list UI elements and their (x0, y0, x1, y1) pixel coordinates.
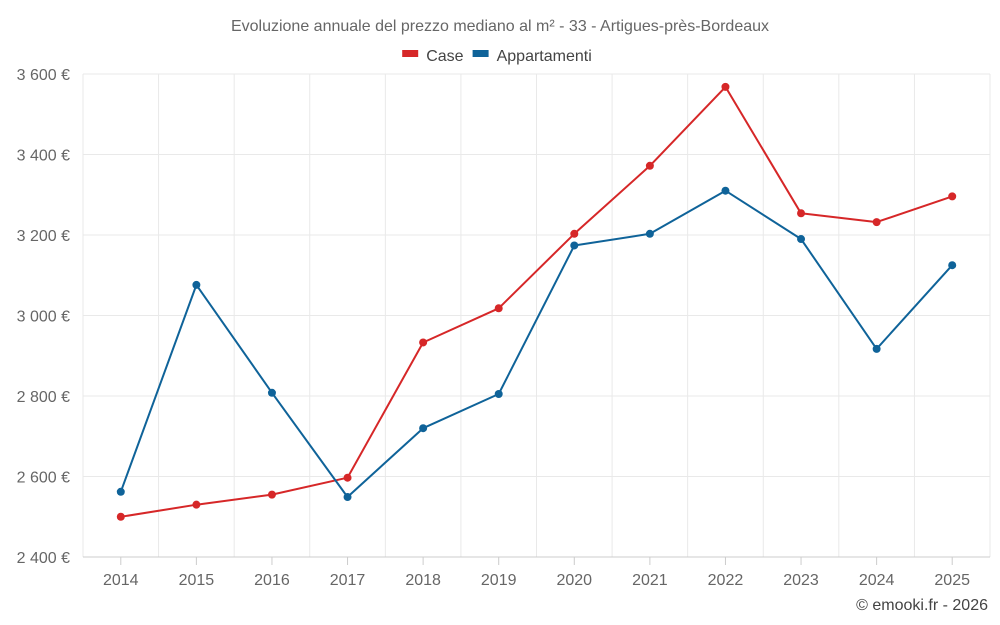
data-point[interactable] (645, 229, 654, 238)
data-point[interactable] (116, 512, 125, 521)
data-point[interactable] (343, 473, 352, 482)
y-axis: 2 400 € 2 600 € 2 800 € 3 000 € 3 200 € 3 400… (17, 67, 70, 567)
series-layer (116, 82, 957, 521)
legend-label: Appartamenti (497, 48, 592, 65)
data-point[interactable] (419, 424, 428, 433)
legend: Case Appartamenti (402, 48, 592, 65)
legend-label: Case (426, 48, 463, 65)
chart-title: Evoluzione annuale del prezzo mediano al… (231, 18, 769, 35)
legend-item-appartamenti[interactable]: Appartamenti (472, 48, 592, 65)
legend-item-case[interactable]: Case (402, 48, 464, 65)
x-axis: 2014 2015 2016 2017 2018 2019 2020 2021 2022 2023… (83, 556, 990, 589)
series-case (116, 82, 957, 521)
series-line (119, 189, 953, 498)
data-point[interactable] (267, 490, 276, 499)
data-point[interactable] (343, 493, 352, 502)
y-tick-label: 3 200 € (17, 228, 70, 245)
x-tick-label: 2018 (405, 572, 441, 589)
y-tick-label: 3 000 € (17, 309, 70, 326)
data-point[interactable] (419, 338, 428, 347)
data-point[interactable] (872, 344, 881, 353)
x-tick-label: 2023 (783, 572, 819, 589)
y-tick-label: 3 400 € (17, 148, 70, 165)
credit-text: © emooki.fr - 2026 (856, 597, 988, 614)
data-point[interactable] (645, 161, 654, 170)
y-tick-label: 2 400 € (17, 550, 70, 567)
x-tick-label: 2024 (859, 572, 895, 589)
x-tick-label: 2019 (481, 572, 517, 589)
data-point[interactable] (721, 186, 730, 195)
x-tick-label: 2021 (632, 572, 668, 589)
x-tick-label: 2016 (254, 572, 290, 589)
data-point[interactable] (570, 241, 579, 250)
x-tick-label: 2020 (556, 572, 592, 589)
data-point[interactable] (948, 261, 957, 270)
data-point[interactable] (570, 229, 579, 238)
data-point[interactable] (721, 82, 730, 91)
data-point[interactable] (192, 280, 201, 289)
data-point[interactable] (116, 487, 125, 496)
x-tick-label: 2017 (330, 572, 366, 589)
data-point[interactable] (192, 500, 201, 509)
data-point[interactable] (267, 388, 276, 397)
data-point[interactable] (797, 209, 806, 218)
data-point[interactable] (797, 235, 806, 244)
x-tick-label: 2025 (934, 572, 970, 589)
x-tick-label: 2015 (179, 572, 215, 589)
data-point[interactable] (494, 304, 503, 313)
grid (82, 73, 991, 558)
series-line (120, 85, 953, 518)
data-point[interactable] (948, 192, 957, 201)
y-tick-label: 2 800 € (17, 389, 70, 406)
legend-swatch (402, 50, 419, 57)
data-point[interactable] (494, 389, 503, 398)
legend-swatch (472, 50, 489, 57)
data-point[interactable] (872, 218, 881, 227)
series-appartamenti (116, 186, 957, 502)
y-tick-label: 3 600 € (17, 67, 70, 84)
x-tick-label: 2014 (103, 572, 139, 589)
x-tick-label: 2022 (708, 572, 744, 589)
y-tick-label: 2 600 € (17, 470, 70, 487)
